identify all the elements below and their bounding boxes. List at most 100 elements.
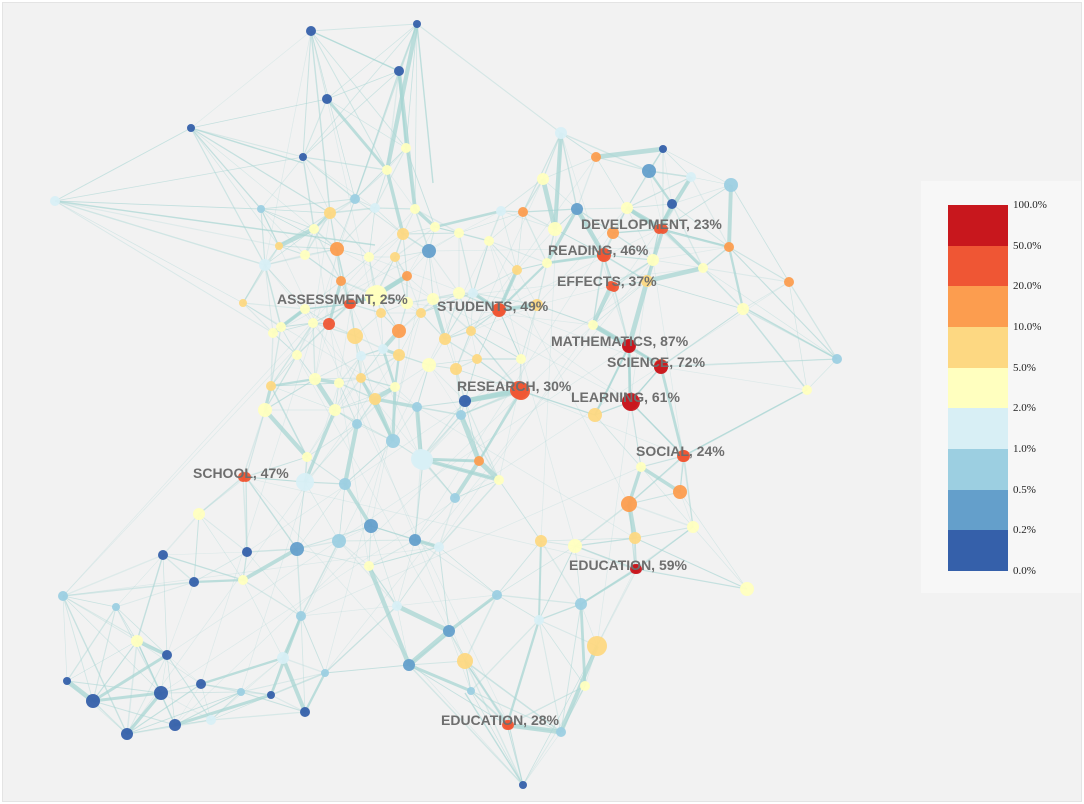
keyword-node[interactable] [512,382,530,400]
keyword-node[interactable] [378,344,388,354]
keyword-node[interactable] [302,452,312,462]
keyword-node[interactable] [321,669,329,677]
keyword-node[interactable] [309,373,321,385]
keyword-node[interactable] [466,326,476,336]
keyword-node[interactable] [439,333,451,345]
keyword-node[interactable] [336,276,346,286]
keyword-node[interactable] [347,328,363,344]
keyword-node[interactable] [607,227,619,239]
keyword-node[interactable] [131,635,143,647]
keyword-node[interactable] [468,288,478,298]
keyword-node[interactable] [322,94,332,104]
keyword-node[interactable] [832,354,842,364]
keyword-node[interactable] [169,719,181,731]
keyword-node[interactable] [621,202,633,214]
keyword-node[interactable] [238,575,248,585]
keyword-node[interactable] [86,694,100,708]
keyword-node[interactable] [402,271,412,281]
keyword-node[interactable] [416,308,426,318]
keyword-node[interactable] [237,688,245,696]
keyword-node[interactable] [242,547,252,557]
keyword-node[interactable] [654,360,668,374]
keyword-node[interactable] [58,591,68,601]
keyword-node[interactable] [296,611,306,621]
keyword-node[interactable] [350,194,360,204]
keyword-node[interactable] [472,354,482,364]
keyword-node[interactable] [698,263,708,273]
keyword-node[interactable] [459,395,471,407]
keyword-node[interactable] [658,224,668,234]
keyword-node[interactable] [258,403,272,417]
keyword-node[interactable] [571,203,583,215]
keyword-node[interactable] [740,582,754,596]
keyword-node[interactable] [370,203,380,213]
keyword-node[interactable] [427,293,439,305]
keyword-node[interactable] [390,252,400,262]
keyword-node[interactable] [397,228,409,240]
keyword-node[interactable] [329,404,341,416]
keyword-node[interactable] [386,434,400,448]
keyword-node[interactable] [580,681,590,691]
keyword-node[interactable] [659,145,667,153]
keyword-node[interactable] [492,303,506,317]
keyword-node[interactable] [542,258,552,268]
keyword-node[interactable] [309,224,319,234]
keyword-node[interactable] [622,393,640,411]
keyword-node[interactable] [512,265,522,275]
keyword-node[interactable] [410,204,420,214]
keyword-node[interactable] [422,244,436,258]
keyword-node[interactable] [457,653,473,669]
keyword-node[interactable] [802,385,812,395]
keyword-node[interactable] [537,173,549,185]
keyword-node[interactable] [323,318,335,330]
keyword-node[interactable] [724,242,734,252]
keyword-node[interactable] [556,727,566,737]
keyword-node[interactable] [196,679,206,689]
keyword-node[interactable] [642,164,656,178]
keyword-node[interactable] [587,636,607,656]
keyword-node[interactable] [403,659,415,671]
keyword-node[interactable] [450,363,462,375]
keyword-node[interactable] [422,358,436,372]
keyword-node[interactable] [450,493,460,503]
keyword-node[interactable] [308,318,318,328]
keyword-node[interactable] [154,686,168,700]
keyword-node[interactable] [346,299,356,309]
keyword-node[interactable] [413,450,433,470]
keyword-node[interactable] [364,252,374,262]
keyword-node[interactable] [496,206,506,216]
keyword-node[interactable] [394,66,404,76]
keyword-node[interactable] [484,236,494,246]
keyword-node[interactable] [632,564,642,574]
keyword-node[interactable] [686,172,696,182]
keyword-node[interactable] [268,328,278,338]
keyword-node[interactable] [330,242,344,256]
keyword-node[interactable] [737,303,749,315]
keyword-node[interactable] [434,542,444,552]
keyword-node[interactable] [392,324,406,338]
keyword-node[interactable] [334,378,344,388]
keyword-node[interactable] [413,20,421,28]
keyword-node[interactable] [673,485,687,499]
keyword-node[interactable] [412,402,422,412]
keyword-node[interactable] [555,127,567,139]
keyword-node[interactable] [266,381,276,391]
keyword-node[interactable] [352,419,362,429]
keyword-node[interactable] [467,687,475,695]
keyword-node[interactable] [641,275,653,287]
keyword-node[interactable] [257,205,265,213]
keyword-node[interactable] [588,320,598,330]
keyword-node[interactable] [356,373,366,383]
keyword-node[interactable] [356,351,366,361]
keyword-node[interactable] [636,462,646,472]
keyword-node[interactable] [369,393,381,405]
keyword-node[interactable] [189,577,199,587]
keyword-node[interactable] [678,450,690,462]
keyword-node[interactable] [494,475,504,485]
keyword-node[interactable] [158,550,168,560]
keyword-node[interactable] [687,521,699,533]
keyword-node[interactable] [390,382,400,392]
keyword-node[interactable] [324,207,336,219]
keyword-node[interactable] [332,534,346,548]
keyword-node[interactable] [50,196,60,206]
